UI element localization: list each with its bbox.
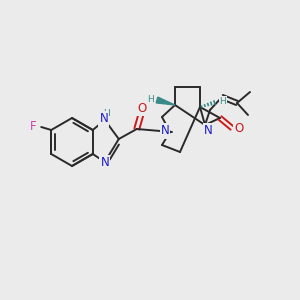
- Text: N: N: [100, 157, 109, 169]
- Text: H: H: [220, 98, 226, 106]
- Polygon shape: [156, 97, 175, 105]
- Text: N: N: [160, 124, 169, 137]
- Text: N: N: [99, 112, 108, 125]
- Text: F: F: [30, 119, 37, 133]
- Text: H: H: [147, 94, 153, 103]
- Text: O: O: [137, 101, 146, 115]
- Text: N: N: [204, 124, 212, 137]
- Text: O: O: [234, 122, 244, 136]
- Text: H: H: [103, 109, 110, 118]
